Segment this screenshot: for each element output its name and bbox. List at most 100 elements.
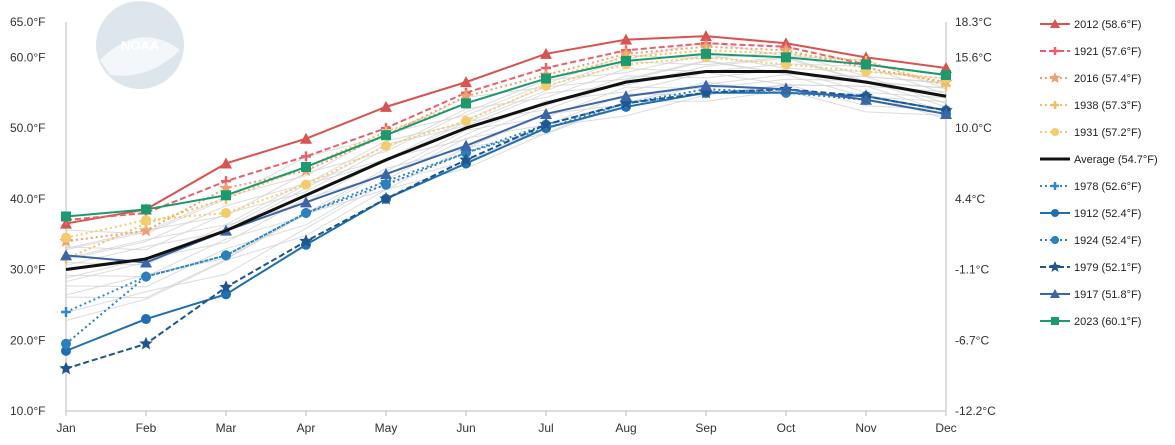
series-line [65, 70, 947, 272]
right-tick-label: -1.1°C [955, 263, 989, 277]
right-tick-label: 4.4°C [955, 192, 985, 206]
data-point [620, 90, 632, 102]
series-line [65, 88, 947, 313]
series-average [65, 70, 947, 272]
data-point [381, 130, 391, 141]
data-point [461, 116, 471, 127]
noaa-logo-text: NOAA [121, 38, 160, 53]
legend-label: 1938 (57.3°F) [1074, 100, 1141, 112]
left-tick-label: 20.0°F [10, 333, 45, 347]
data-point [619, 96, 633, 109]
right-tick-label: -6.7°C [955, 333, 989, 347]
data-point [780, 83, 792, 95]
data-point [540, 47, 552, 59]
data-point [61, 306, 71, 317]
x-tick-label: May [375, 421, 398, 435]
series-line [65, 42, 947, 222]
legend-item: 2023 (60.1°F) [1040, 316, 1141, 328]
data-point [221, 190, 231, 201]
data-point [1049, 72, 1061, 83]
legend-item: 2012 (58.6°F) [1040, 19, 1141, 31]
noaa-logo: NOAA [96, 1, 184, 89]
data-point [1050, 19, 1060, 28]
data-point [1050, 289, 1060, 298]
data-point [941, 70, 951, 81]
data-point [380, 168, 392, 180]
data-point [61, 345, 71, 356]
legend-label: 2023 (60.1°F) [1074, 316, 1141, 328]
series-layer [59, 30, 953, 375]
right-tick-label: -12.2°C [955, 404, 996, 418]
data-point [700, 30, 712, 42]
data-point [539, 117, 553, 131]
series-2023 [61, 48, 951, 222]
data-point [61, 232, 71, 243]
series-line [65, 45, 947, 243]
data-point [460, 139, 472, 151]
left-tick-label: 40.0°F [10, 192, 45, 206]
series-line [65, 88, 947, 345]
x-tick-label: Nov [855, 421, 876, 435]
background-year-line [65, 90, 947, 321]
background-year-line [65, 41, 947, 235]
background-year-lines [65, 41, 947, 321]
data-point [141, 215, 151, 226]
data-point [140, 256, 152, 268]
series-line [65, 52, 947, 218]
x-tick-label: Feb [136, 421, 157, 435]
data-point [1051, 236, 1059, 244]
data-point [1051, 182, 1059, 190]
data-point [700, 79, 712, 91]
data-point [61, 211, 71, 222]
data-point [861, 59, 871, 70]
legend-label: 1924 (52.4°F) [1074, 235, 1141, 247]
data-point [541, 73, 551, 84]
x-tick-label: Aug [615, 421, 636, 435]
data-point [621, 55, 631, 66]
legend-item: 1979 (52.1°F) [1040, 261, 1141, 274]
data-point [781, 52, 791, 63]
x-tick-label: Jun [456, 421, 475, 435]
data-point [141, 314, 151, 325]
data-point [219, 280, 233, 293]
legend: 2012 (58.6°F) 1921 (57.6°F) 2016 (57.4°F) 1… [1040, 19, 1158, 328]
data-point [1051, 209, 1059, 217]
data-point [940, 107, 952, 119]
legend-item: 1938 (57.3°F) [1040, 100, 1141, 112]
data-point [540, 107, 552, 119]
left-tick-label: 60.0°F [10, 50, 45, 64]
background-year-line [65, 51, 947, 251]
data-point [301, 161, 311, 172]
data-point [141, 271, 151, 282]
background-year-line [65, 56, 947, 261]
legend-label: Average (54.7°F) [1074, 154, 1158, 166]
data-point [300, 196, 312, 208]
series-2016 [59, 39, 953, 247]
legend-label: 1979 (52.1°F) [1074, 262, 1141, 274]
data-point [1051, 317, 1059, 325]
background-year-line [65, 57, 947, 266]
data-point [139, 336, 153, 350]
data-point [61, 338, 71, 349]
legend-item: 1917 (51.8°F) [1040, 289, 1141, 301]
series-1931 [61, 52, 951, 243]
background-year-line [65, 84, 947, 288]
data-point [220, 157, 232, 169]
data-point [381, 140, 391, 151]
data-point [1051, 128, 1059, 136]
legend-item: Average (54.7°F) [1040, 154, 1158, 166]
x-tick-label: Jan [56, 421, 75, 435]
data-point [699, 85, 713, 99]
data-point [461, 98, 471, 109]
background-year-line [65, 83, 947, 314]
legend-item: 2016 (57.4°F) [1040, 72, 1141, 85]
legend-item: 1924 (52.4°F) [1040, 235, 1141, 247]
left-tick-label: 30.0°F [10, 263, 45, 277]
x-tick-label: Apr [297, 421, 316, 435]
legend-label: 1917 (51.8°F) [1074, 289, 1141, 301]
data-point [620, 33, 632, 45]
data-point [301, 207, 311, 218]
data-point [379, 191, 393, 205]
